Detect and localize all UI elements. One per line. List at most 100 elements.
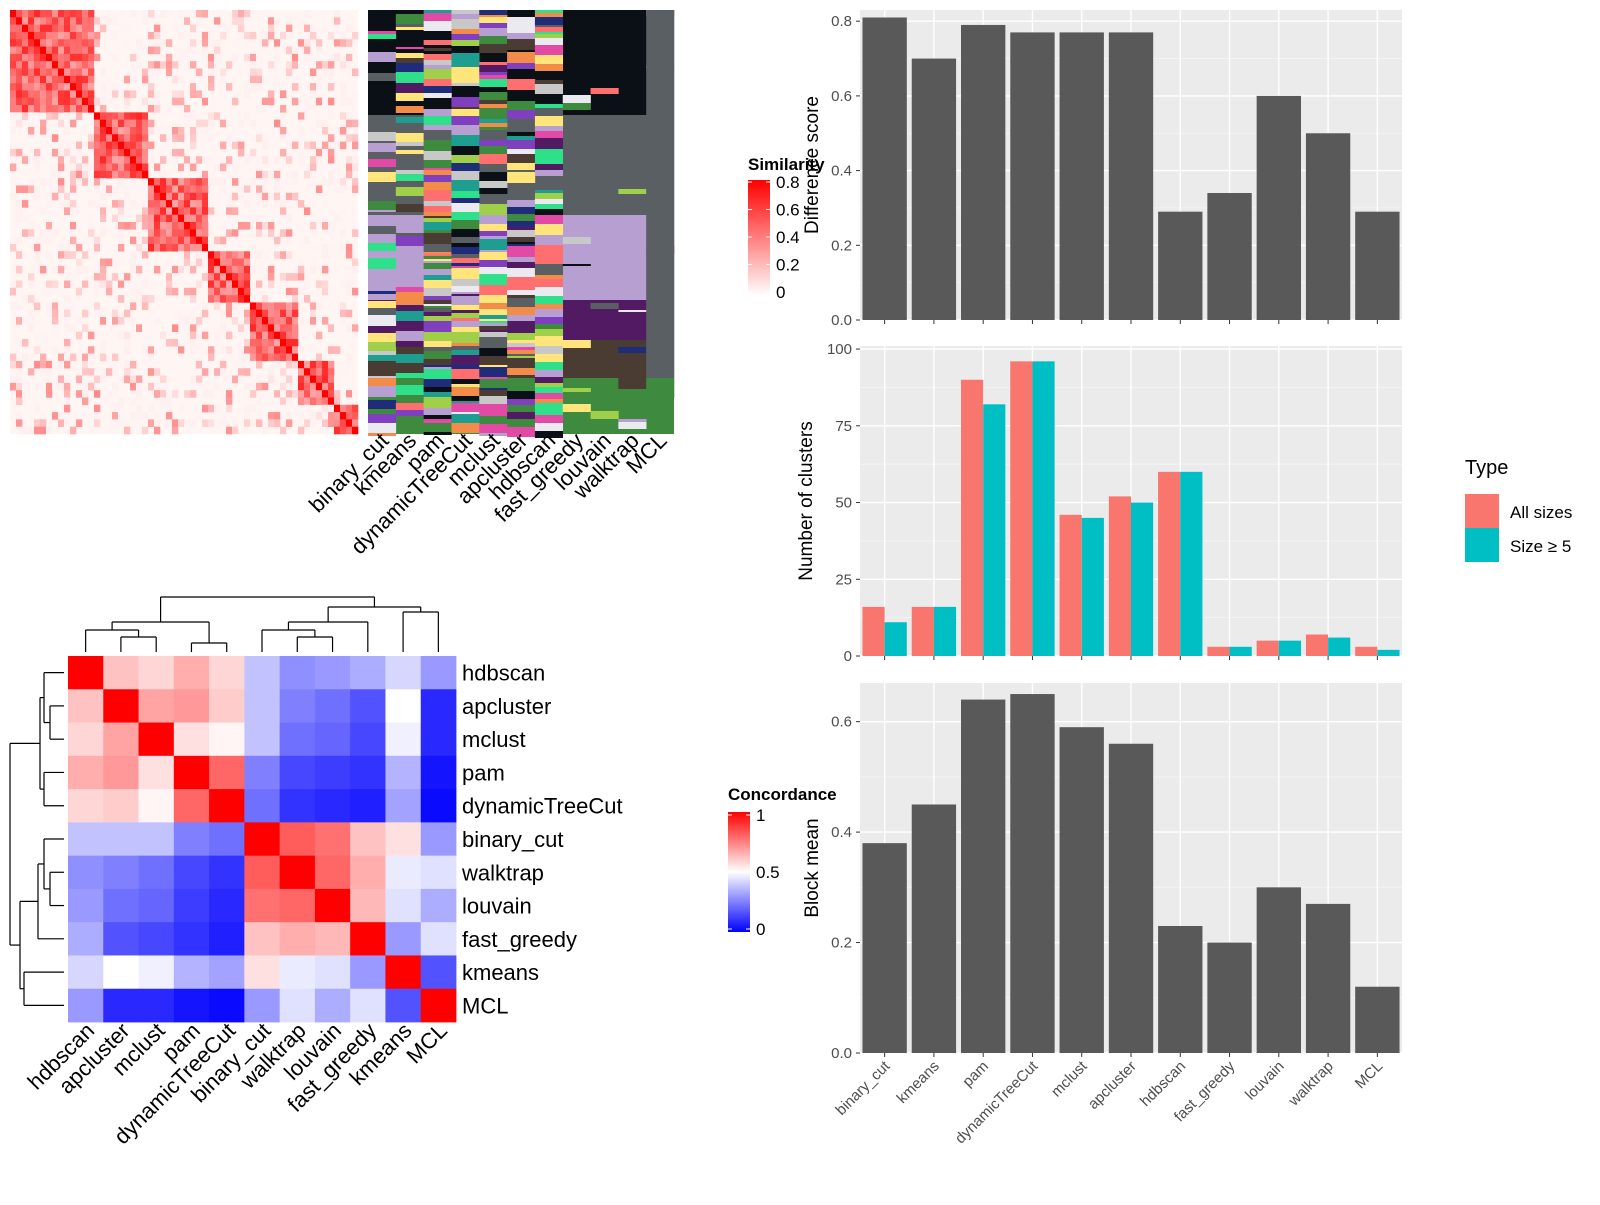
- similarity-cell: [148, 105, 155, 113]
- similarity-cell: [160, 53, 167, 62]
- similarity-cell: [352, 324, 359, 332]
- similarity-cell: [28, 90, 35, 99]
- bar: [1010, 32, 1055, 320]
- similarity-cell: [214, 141, 221, 150]
- similarity-cell: [262, 75, 269, 84]
- similarity-cell: [274, 397, 281, 406]
- similarity-cell: [82, 360, 89, 369]
- concordance-cell: [279, 689, 316, 723]
- similarity-cell: [34, 97, 41, 106]
- membership-cell: [395, 142, 424, 146]
- similarity-cell: [190, 419, 197, 427]
- membership-cell: [479, 231, 508, 236]
- similarity-cell: [118, 200, 125, 208]
- similarity-cell: [46, 426, 53, 435]
- similarity-cell: [334, 404, 341, 413]
- similarity-cell: [58, 97, 65, 106]
- similarity-cell: [310, 258, 317, 267]
- similarity-cell: [226, 280, 233, 289]
- similarity-cell: [328, 243, 335, 252]
- similarity-cell: [88, 200, 95, 208]
- similarity-cell: [16, 39, 23, 47]
- membership-cell: [395, 93, 424, 101]
- similarity-cell: [190, 61, 197, 69]
- concordance-cell: [173, 955, 210, 990]
- membership-cell: [534, 329, 564, 336]
- similarity-cell: [82, 61, 89, 69]
- similarity-cell: [214, 382, 221, 391]
- similarity-cell: [52, 185, 59, 194]
- similarity-cell: [16, 53, 23, 62]
- similarity-cell: [340, 368, 347, 376]
- concordance-legend-tick: 0: [756, 920, 765, 939]
- similarity-cell: [118, 134, 125, 142]
- similarity-cell: [124, 419, 131, 427]
- similarity-cell: [328, 83, 335, 91]
- x-tick-label: MCL: [1352, 1058, 1386, 1092]
- similarity-cell: [46, 375, 53, 384]
- bar: [862, 17, 907, 320]
- similarity-cell: [208, 265, 215, 274]
- similarity-cell: [58, 90, 65, 99]
- concordance-cell: [420, 689, 457, 723]
- legend-swatch-all-sizes: [1465, 494, 1499, 528]
- concordance-cell: [68, 689, 104, 723]
- similarity-cell: [148, 222, 155, 230]
- membership-cell: [423, 86, 452, 93]
- similarity-cell: [136, 61, 143, 69]
- similarity-cell: [328, 229, 335, 237]
- similarity-cell: [268, 258, 275, 267]
- similarity-cell: [94, 97, 101, 106]
- similarity-cell: [136, 287, 143, 296]
- similarity-cell: [16, 148, 23, 157]
- similarity-cell: [262, 346, 269, 354]
- similarity-cell: [94, 375, 101, 384]
- similarity-cell: [328, 419, 335, 427]
- similarity-cell: [22, 200, 29, 208]
- membership-cell: [395, 150, 424, 154]
- similarity-cell: [262, 273, 269, 281]
- membership-cell: [423, 321, 452, 332]
- membership-cell: [507, 268, 536, 277]
- similarity-cell: [328, 390, 335, 398]
- similarity-cell: [10, 97, 17, 106]
- similarity-cell: [346, 426, 353, 435]
- similarity-cell: [88, 368, 95, 376]
- similarity-cell: [250, 353, 257, 362]
- similarity-cell: [28, 309, 35, 318]
- concordance-cell: [420, 789, 457, 823]
- similarity-cell: [250, 68, 257, 77]
- similarity-cell: [214, 236, 221, 245]
- similarity-cell: [298, 222, 305, 230]
- similarity-cell: [70, 170, 77, 179]
- similarity-cell: [124, 39, 131, 47]
- similarity-cell: [226, 390, 233, 398]
- similarity-cell: [130, 382, 137, 391]
- similarity-cell: [88, 39, 95, 47]
- similarity-cell: [160, 382, 167, 391]
- similarity-cell: [16, 24, 23, 33]
- membership-cell: [534, 362, 564, 370]
- similarity-cell: [124, 75, 131, 84]
- similarity-cell: [94, 24, 101, 33]
- similarity-cell: [34, 39, 41, 47]
- membership-cell: [534, 153, 564, 164]
- similarity-cell: [346, 134, 353, 142]
- membership-cell: [368, 333, 397, 342]
- similarity-cell: [310, 170, 317, 179]
- similarity-cell: [34, 53, 41, 62]
- x-tick-label: kmeans: [894, 1058, 943, 1107]
- membership-cell: [451, 19, 480, 29]
- similarity-cell: [100, 258, 107, 267]
- membership-cell: [451, 365, 480, 369]
- membership-cell: [451, 279, 480, 286]
- similarity-cell: [88, 75, 95, 84]
- membership-cell: [507, 427, 536, 437]
- membership-cell: [451, 46, 480, 53]
- similarity-cell: [268, 302, 275, 311]
- similarity-cell: [322, 126, 329, 135]
- similarity-cell: [220, 112, 227, 120]
- similarity-cell: [190, 214, 197, 223]
- similarity-cell: [58, 265, 65, 274]
- membership-cell: [423, 244, 452, 252]
